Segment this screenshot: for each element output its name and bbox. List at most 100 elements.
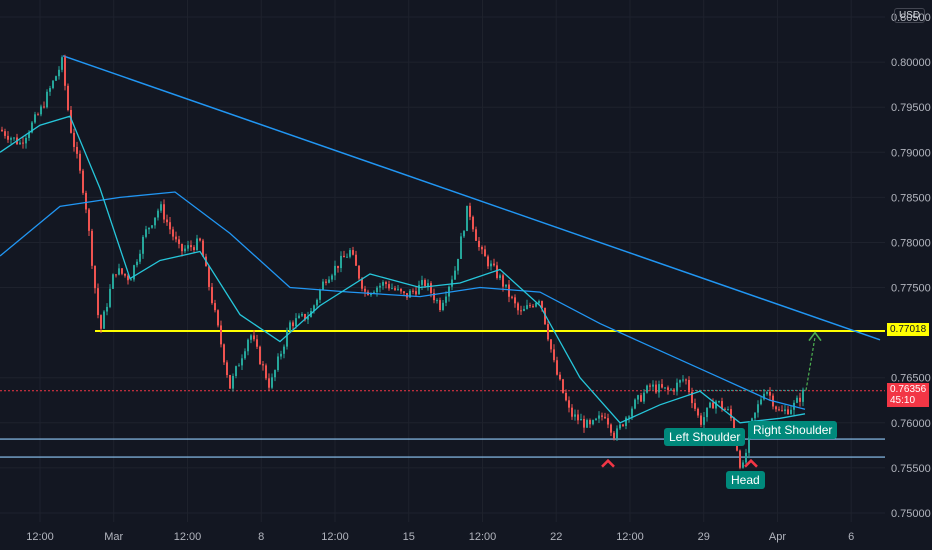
candle-body [49, 88, 51, 92]
candle-body [760, 399, 762, 405]
pattern-markers [601, 331, 822, 468]
candle-body [370, 293, 372, 296]
x-tick-label: 12:00 [616, 531, 644, 543]
candle-body [352, 250, 354, 255]
candle-body [469, 205, 471, 217]
candle-body [214, 303, 216, 311]
candle-body [418, 284, 420, 295]
candle-body [241, 358, 243, 366]
candle-body [184, 248, 186, 252]
candle-body [712, 402, 714, 409]
candle-body [250, 335, 252, 340]
candle-body [190, 245, 192, 248]
candle-body [394, 288, 396, 290]
candle-body [562, 379, 564, 393]
candle-body [685, 379, 687, 381]
caret-marker [744, 458, 758, 468]
candle-body [46, 91, 48, 108]
candle-body [634, 399, 636, 409]
candle-body [19, 142, 21, 145]
currency-button[interactable]: USD [894, 8, 926, 23]
candle-body [520, 310, 522, 312]
y-tick-label: 0.75500 [891, 463, 931, 475]
candle-body [397, 288, 399, 290]
candle-body [790, 409, 792, 415]
candle-body [709, 402, 711, 408]
candle-body [157, 210, 159, 218]
y-tick-label: 0.76500 [891, 373, 931, 385]
candle-body [754, 412, 756, 419]
candle-body [91, 230, 93, 266]
candle-body [166, 219, 168, 223]
candle-body [511, 296, 513, 298]
candle-body [658, 384, 660, 393]
candle-body [196, 238, 198, 251]
candle-body [304, 314, 306, 320]
candle-body [235, 366, 237, 377]
candle-body [139, 253, 141, 262]
candle-body [73, 132, 75, 147]
candle-body [691, 391, 693, 404]
candle-body [346, 256, 348, 258]
candle-body [313, 305, 315, 311]
candle-body [112, 274, 114, 289]
candle-body [271, 377, 273, 388]
candle-body [385, 282, 387, 285]
candle-body [10, 138, 12, 140]
x-tick-label: 12:00 [26, 531, 54, 543]
candle-body [748, 432, 750, 453]
candle-body [472, 216, 474, 230]
candle-body [79, 153, 81, 171]
candle-body [412, 290, 414, 292]
y-tick-label: 0.79000 [891, 147, 931, 159]
candle-body [202, 240, 204, 257]
candle-body [82, 170, 84, 193]
candle-body [502, 275, 504, 287]
candle-body [496, 265, 498, 278]
candle-body [64, 57, 66, 86]
candle-body [616, 428, 618, 439]
candle-body [781, 410, 783, 412]
candle-body [478, 240, 480, 248]
candle-body [730, 409, 732, 419]
candle-body [295, 318, 297, 327]
candle-body [676, 382, 678, 392]
candle-body [373, 292, 375, 294]
candle-body [307, 317, 309, 320]
candle-body [601, 415, 603, 417]
candle-body [631, 408, 633, 417]
candle-body [544, 307, 546, 325]
candle-body [421, 280, 423, 285]
candle-body [106, 306, 108, 312]
candle-body [415, 291, 417, 295]
candle-body [67, 85, 69, 110]
candle-body [766, 391, 768, 394]
candle-body [283, 346, 285, 354]
candle-body [70, 109, 72, 133]
candle-body [457, 258, 459, 271]
candle-body [280, 353, 282, 357]
candle-body [217, 310, 219, 326]
candle-body [427, 283, 429, 286]
candle-body [433, 292, 435, 301]
candle-body [28, 132, 30, 138]
candle-body [505, 284, 507, 287]
candle-body [514, 297, 516, 304]
candle-body [229, 375, 231, 389]
candle-body [211, 286, 213, 304]
y-axis: 0.80500 0.80000 0.79500 0.79000 0.78500 0.780… [891, 12, 931, 520]
candle-body [319, 289, 321, 300]
candle-body [637, 395, 639, 400]
candle-body [769, 391, 771, 396]
candle-body [331, 275, 333, 280]
candle-body [31, 122, 33, 133]
support-price-label: 0.77018 [887, 323, 930, 336]
x-tick-label: Apr [769, 531, 786, 543]
ma-slow-line [0, 191, 806, 410]
candle-body [508, 284, 510, 297]
y-tick-label: 0.77500 [891, 283, 931, 295]
candle-body [481, 247, 483, 250]
right-shoulder-label: Right Shoulder [748, 421, 838, 439]
candle-body [121, 268, 123, 274]
